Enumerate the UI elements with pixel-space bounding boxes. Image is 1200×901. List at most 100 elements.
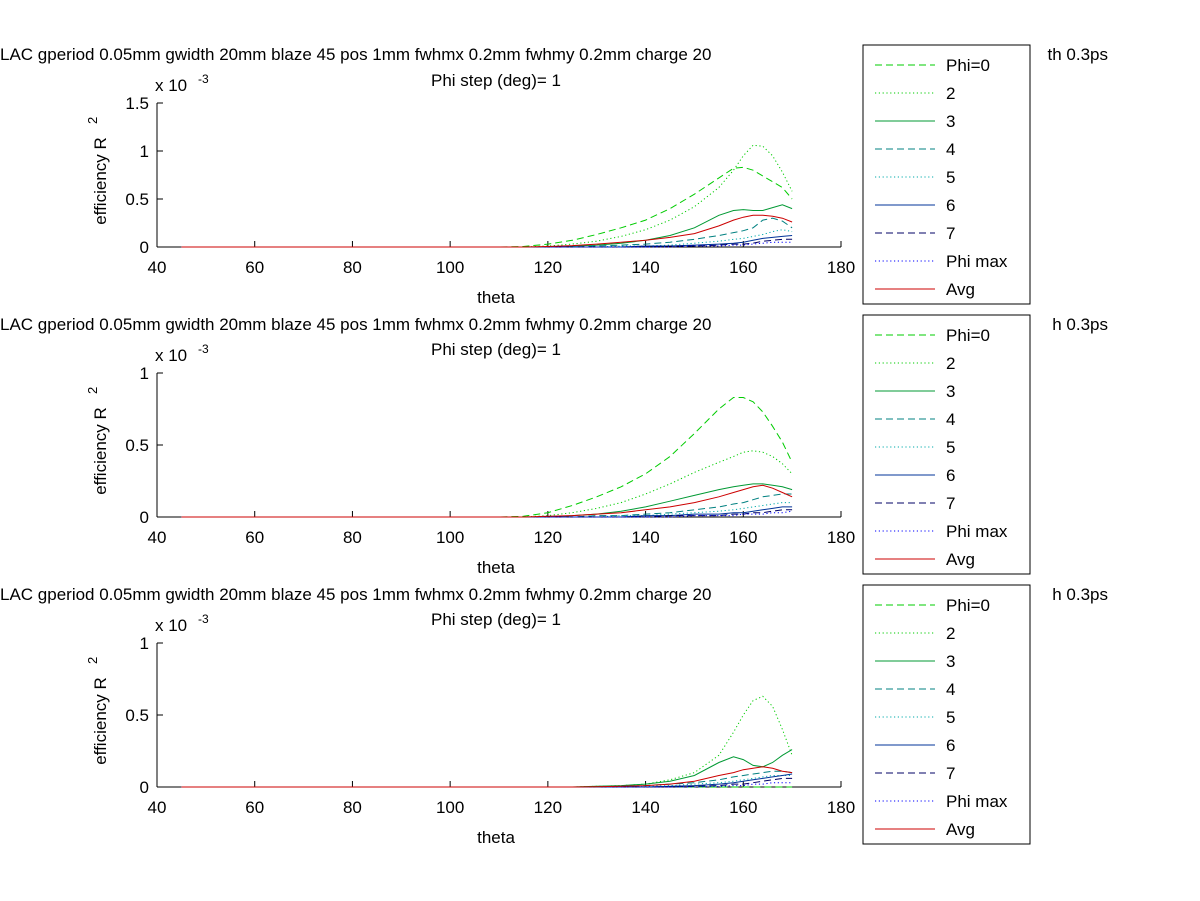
y-axis-label-sup: 2 <box>85 387 100 394</box>
series-line-8 <box>181 766 793 788</box>
x-tick-label: 140 <box>631 798 659 817</box>
y-tick-label: 0.5 <box>125 190 149 209</box>
y-exponent-power: -3 <box>198 612 209 626</box>
legend-label: 5 <box>946 438 955 457</box>
x-tick-label: 140 <box>631 528 659 547</box>
chart-title-tail: h 0.3ps <box>1052 315 1108 334</box>
chart-panel-3: LAC gperiod 0.05mm gwidth 20mm blaze 45 … <box>0 584 1108 847</box>
y-exponent-label: x 10 <box>155 616 187 635</box>
legend-label: 7 <box>946 764 955 783</box>
legend-label: Avg <box>946 550 975 569</box>
legend: Phi=0 2 3 4 5 6 7 Phi max Avg <box>862 314 1031 575</box>
panels: LAC gperiod 0.05mm gwidth 20mm blaze 45 … <box>0 44 1109 847</box>
chart-title-tail: th 0.3ps <box>1048 45 1109 64</box>
legend: Phi=0 2 3 4 5 6 7 Phi max Avg <box>862 584 1031 845</box>
legend-label: 2 <box>946 84 955 103</box>
x-tick-label: 100 <box>436 528 464 547</box>
series-line-6 <box>181 509 793 518</box>
x-tick-label: 80 <box>343 528 362 547</box>
series-line-5 <box>181 506 793 518</box>
y-axis-label: efficiency R <box>91 407 110 495</box>
series-line-6 <box>181 238 793 248</box>
series-line-8 <box>181 214 793 248</box>
chart-subtitle: Phi step (deg)= 1 <box>431 71 561 90</box>
legend-label: 3 <box>946 382 955 401</box>
legend-label: 4 <box>946 140 955 159</box>
y-exponent-label: x 10 <box>155 346 187 365</box>
legend-label: 6 <box>946 196 955 215</box>
y-tick-label: 0.5 <box>125 436 149 455</box>
x-tick-label: 120 <box>534 258 562 277</box>
legend-label: 7 <box>946 494 955 513</box>
y-axis-label: efficiency R <box>91 677 110 765</box>
y-exponent-label: x 10 <box>155 76 187 95</box>
legend-label: Avg <box>946 820 975 839</box>
series-line-3 <box>181 493 793 518</box>
x-tick-label: 60 <box>245 528 264 547</box>
axes: 40 60 80 100 120 140 160 180 0 0.5 1 <box>125 364 855 547</box>
legend-label: Phi max <box>946 522 1008 541</box>
x-tick-label: 60 <box>245 798 264 817</box>
legend-label: Phi=0 <box>946 596 990 615</box>
chart-title-tail: h 0.3ps <box>1052 585 1108 604</box>
legend-label: Phi=0 <box>946 326 990 345</box>
x-tick-label: 40 <box>148 798 167 817</box>
y-tick-label: 0 <box>140 778 149 797</box>
legend-label: 4 <box>946 680 955 699</box>
series-line-3 <box>181 770 793 788</box>
y-tick-label: 1 <box>140 634 149 653</box>
x-tick-label: 40 <box>148 258 167 277</box>
legend-label: 2 <box>946 354 955 373</box>
x-tick-label: 160 <box>729 258 757 277</box>
y-axis-label-sup: 2 <box>85 117 100 124</box>
chart-subtitle: Phi step (deg)= 1 <box>431 610 561 629</box>
legend-label: 5 <box>946 708 955 727</box>
y-tick-label: 0.5 <box>125 706 149 725</box>
x-tick-label: 180 <box>827 258 855 277</box>
legend-label: 4 <box>946 410 955 429</box>
x-axis-label: theta <box>477 828 515 847</box>
chart-panel-1: LAC gperiod 0.05mm gwidth 20mm blaze 45 … <box>0 44 1109 307</box>
chart-panel-2: LAC gperiod 0.05mm gwidth 20mm blaze 45 … <box>0 314 1108 577</box>
y-tick-label: 0 <box>140 508 149 527</box>
y-tick-label: 1 <box>140 142 149 161</box>
legend-label: 3 <box>946 652 955 671</box>
chart-title: LAC gperiod 0.05mm gwidth 20mm blaze 45 … <box>0 315 711 334</box>
x-tick-label: 160 <box>729 798 757 817</box>
series-line-0 <box>181 397 793 518</box>
x-tick-label: 40 <box>148 528 167 547</box>
y-axis-label-sup: 2 <box>85 657 100 664</box>
x-tick-label: 80 <box>343 798 362 817</box>
y-axis-label-group: efficiency R 2 <box>85 387 110 495</box>
legend-label: 7 <box>946 224 955 243</box>
chart-subtitle: Phi step (deg)= 1 <box>431 340 561 359</box>
series-lines <box>181 695 793 788</box>
legend-label: 3 <box>946 112 955 131</box>
chart-title: LAC gperiod 0.05mm gwidth 20mm blaze 45 … <box>0 45 711 64</box>
series-line-3 <box>181 217 793 248</box>
y-axis-label-group: efficiency R 2 <box>85 117 110 225</box>
y-axis-label: efficiency R <box>91 137 110 225</box>
y-exponent-power: -3 <box>198 342 209 356</box>
y-tick-label: 0 <box>140 238 149 257</box>
legend-label: 6 <box>946 736 955 755</box>
x-tick-label: 60 <box>245 258 264 277</box>
legend-label: Phi max <box>946 792 1008 811</box>
chart-title: LAC gperiod 0.05mm gwidth 20mm blaze 45 … <box>0 585 711 604</box>
legend-label: Phi=0 <box>946 56 990 75</box>
x-axis-label: theta <box>477 288 515 307</box>
series-line-6 <box>181 777 793 788</box>
legend: Phi=0 2 3 4 5 6 7 Phi max Avg <box>862 44 1031 305</box>
x-tick-label: 160 <box>729 528 757 547</box>
series-line-0 <box>181 166 793 248</box>
x-tick-label: 120 <box>534 798 562 817</box>
legend-label: 5 <box>946 168 955 187</box>
y-tick-label: 1 <box>140 364 149 383</box>
x-tick-label: 100 <box>436 798 464 817</box>
legend-label: Avg <box>946 280 975 299</box>
x-tick-label: 140 <box>631 258 659 277</box>
series-lines <box>181 144 793 248</box>
x-tick-label: 100 <box>436 258 464 277</box>
x-tick-label: 120 <box>534 528 562 547</box>
series-line-8 <box>181 484 793 518</box>
